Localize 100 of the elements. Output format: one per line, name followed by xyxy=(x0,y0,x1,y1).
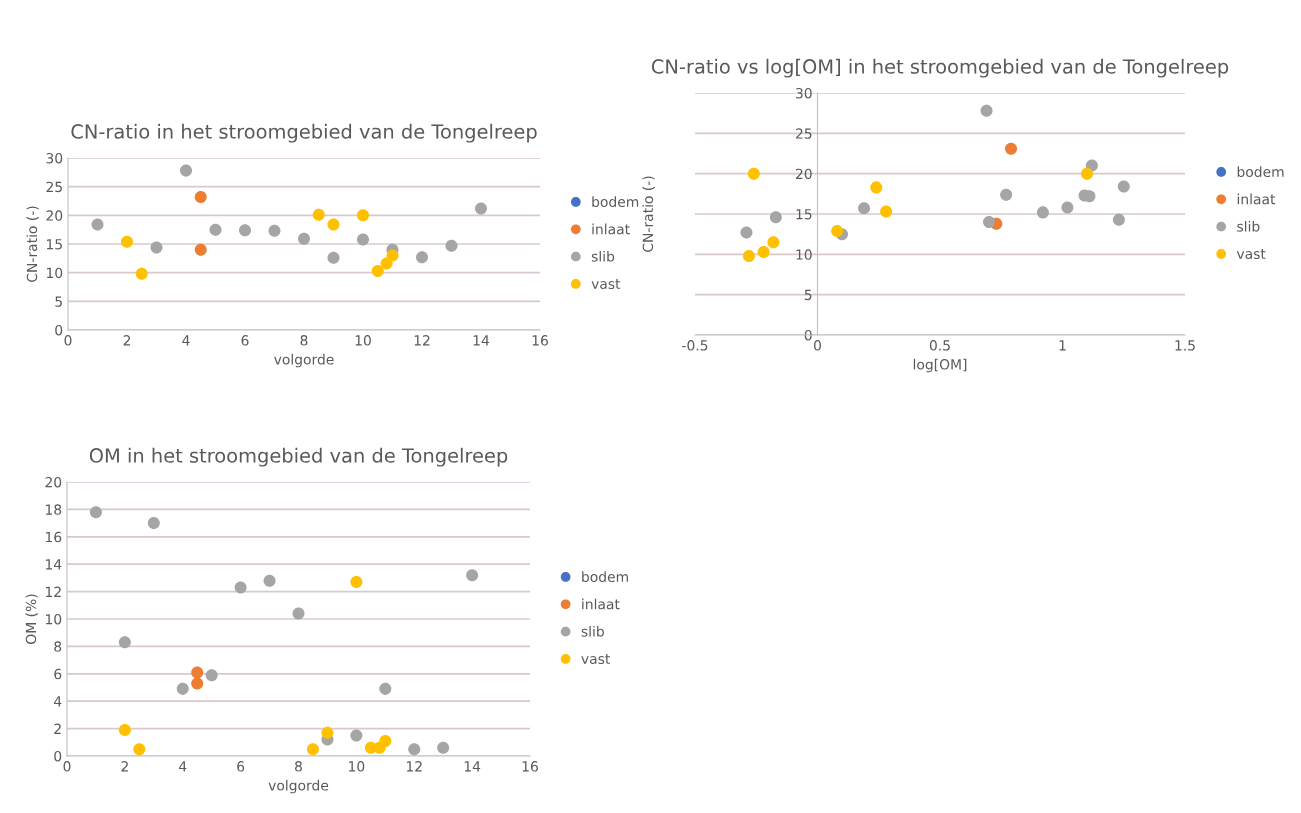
point xyxy=(831,224,844,237)
point xyxy=(312,208,325,221)
point xyxy=(858,202,871,215)
legend-label: slib xyxy=(581,625,604,637)
y-tick-label: 5 xyxy=(55,296,62,307)
point xyxy=(1112,213,1125,226)
x-tick-label: 16 xyxy=(522,761,538,772)
point xyxy=(980,104,993,117)
y-tick-label: 8 xyxy=(54,641,62,652)
x-tick-label: 2 xyxy=(121,761,128,772)
point xyxy=(747,167,760,180)
point xyxy=(135,267,148,280)
chart-title: CN-ratio vs log[OM] in het stroomgebied van de Tongelreep xyxy=(651,58,1229,78)
chart-title: OM in het stroomgebied van de Tongelreep xyxy=(89,447,508,467)
point xyxy=(1061,201,1074,214)
y-tick-label: 25 xyxy=(46,181,62,193)
point xyxy=(147,517,160,530)
point xyxy=(445,239,458,252)
point xyxy=(408,743,421,756)
x-tick-label: 8 xyxy=(295,761,302,772)
point xyxy=(379,734,392,747)
y-tick-label: 5 xyxy=(804,289,812,301)
y-tick-label: 2 xyxy=(54,723,61,734)
legend-label: bodem xyxy=(582,571,628,583)
point xyxy=(133,743,146,756)
point xyxy=(350,729,363,742)
x-tick-label: 0 xyxy=(63,761,71,772)
legend-label: slib xyxy=(591,250,615,262)
legend-label: bodem xyxy=(592,196,639,208)
point xyxy=(118,636,131,649)
x-tick-label: 12 xyxy=(406,761,422,772)
point xyxy=(194,190,207,203)
x-tick-label: 10 xyxy=(355,335,371,346)
point xyxy=(437,741,450,754)
point xyxy=(757,245,770,258)
point xyxy=(191,666,204,679)
legend-label: inlaat xyxy=(592,223,630,235)
point xyxy=(415,251,429,264)
point xyxy=(292,607,305,620)
point xyxy=(150,241,163,254)
point xyxy=(386,249,399,262)
x-tick-label: -0.5 xyxy=(682,340,708,351)
x-tick-label: 6 xyxy=(241,335,249,346)
y-axis-title: CN-ratio (-) xyxy=(642,176,655,252)
y-tick-label: 20 xyxy=(795,168,812,180)
x-tick-label: 14 xyxy=(473,335,490,346)
x-tick-label: 8 xyxy=(300,335,308,346)
point xyxy=(268,224,281,237)
point xyxy=(91,218,104,231)
point xyxy=(870,181,883,194)
point xyxy=(263,574,276,587)
point xyxy=(1005,142,1018,155)
x-tick-label: 16 xyxy=(532,335,548,346)
point xyxy=(297,232,311,245)
x-axis-title: log[OM] xyxy=(913,358,967,373)
point xyxy=(356,233,370,246)
y-tick-label: 10 xyxy=(46,267,63,279)
point xyxy=(356,209,370,222)
point xyxy=(767,236,780,249)
x-tick-label: 4 xyxy=(182,335,190,346)
x-tick-label: 14 xyxy=(464,761,481,772)
y-tick-label: 12 xyxy=(45,586,61,597)
point xyxy=(474,202,488,215)
y-tick-label: 30 xyxy=(46,152,63,164)
point xyxy=(176,682,189,695)
point xyxy=(209,223,222,236)
y-tick-label: 0 xyxy=(55,324,63,336)
point xyxy=(120,235,134,248)
point xyxy=(880,205,893,218)
x-tick-label: 1.5 xyxy=(1175,340,1195,351)
point xyxy=(982,216,996,229)
y-tick-label: 18 xyxy=(45,504,62,515)
point xyxy=(118,723,131,736)
point xyxy=(234,581,247,594)
x-axis-title: volgorde xyxy=(268,779,329,794)
x-tick-label: 0.5 xyxy=(929,340,950,351)
point xyxy=(371,264,384,277)
y-tick-label: 15 xyxy=(46,239,62,250)
legend-label: vast xyxy=(581,654,611,665)
point xyxy=(321,726,334,739)
point xyxy=(742,249,755,262)
point xyxy=(89,506,102,519)
point xyxy=(194,243,207,256)
point xyxy=(205,669,218,682)
y-tick-label: 6 xyxy=(54,668,62,680)
y-tick-label: 4 xyxy=(53,696,62,707)
point xyxy=(306,743,319,756)
y-tick-label: 25 xyxy=(795,128,812,139)
point xyxy=(350,576,363,589)
y-tick-label: 0 xyxy=(54,750,62,762)
point xyxy=(191,677,204,690)
x-tick-label: 0 xyxy=(64,335,72,346)
point xyxy=(179,164,193,177)
point xyxy=(238,224,252,237)
legend-label: inlaat xyxy=(1237,193,1276,205)
y-axis-title: CN-ratio (-) xyxy=(26,206,39,282)
legend-label: vast xyxy=(591,279,621,290)
legend-label: inlaat xyxy=(582,598,620,610)
x-tick-label: 1 xyxy=(1059,340,1066,351)
point xyxy=(327,251,340,264)
